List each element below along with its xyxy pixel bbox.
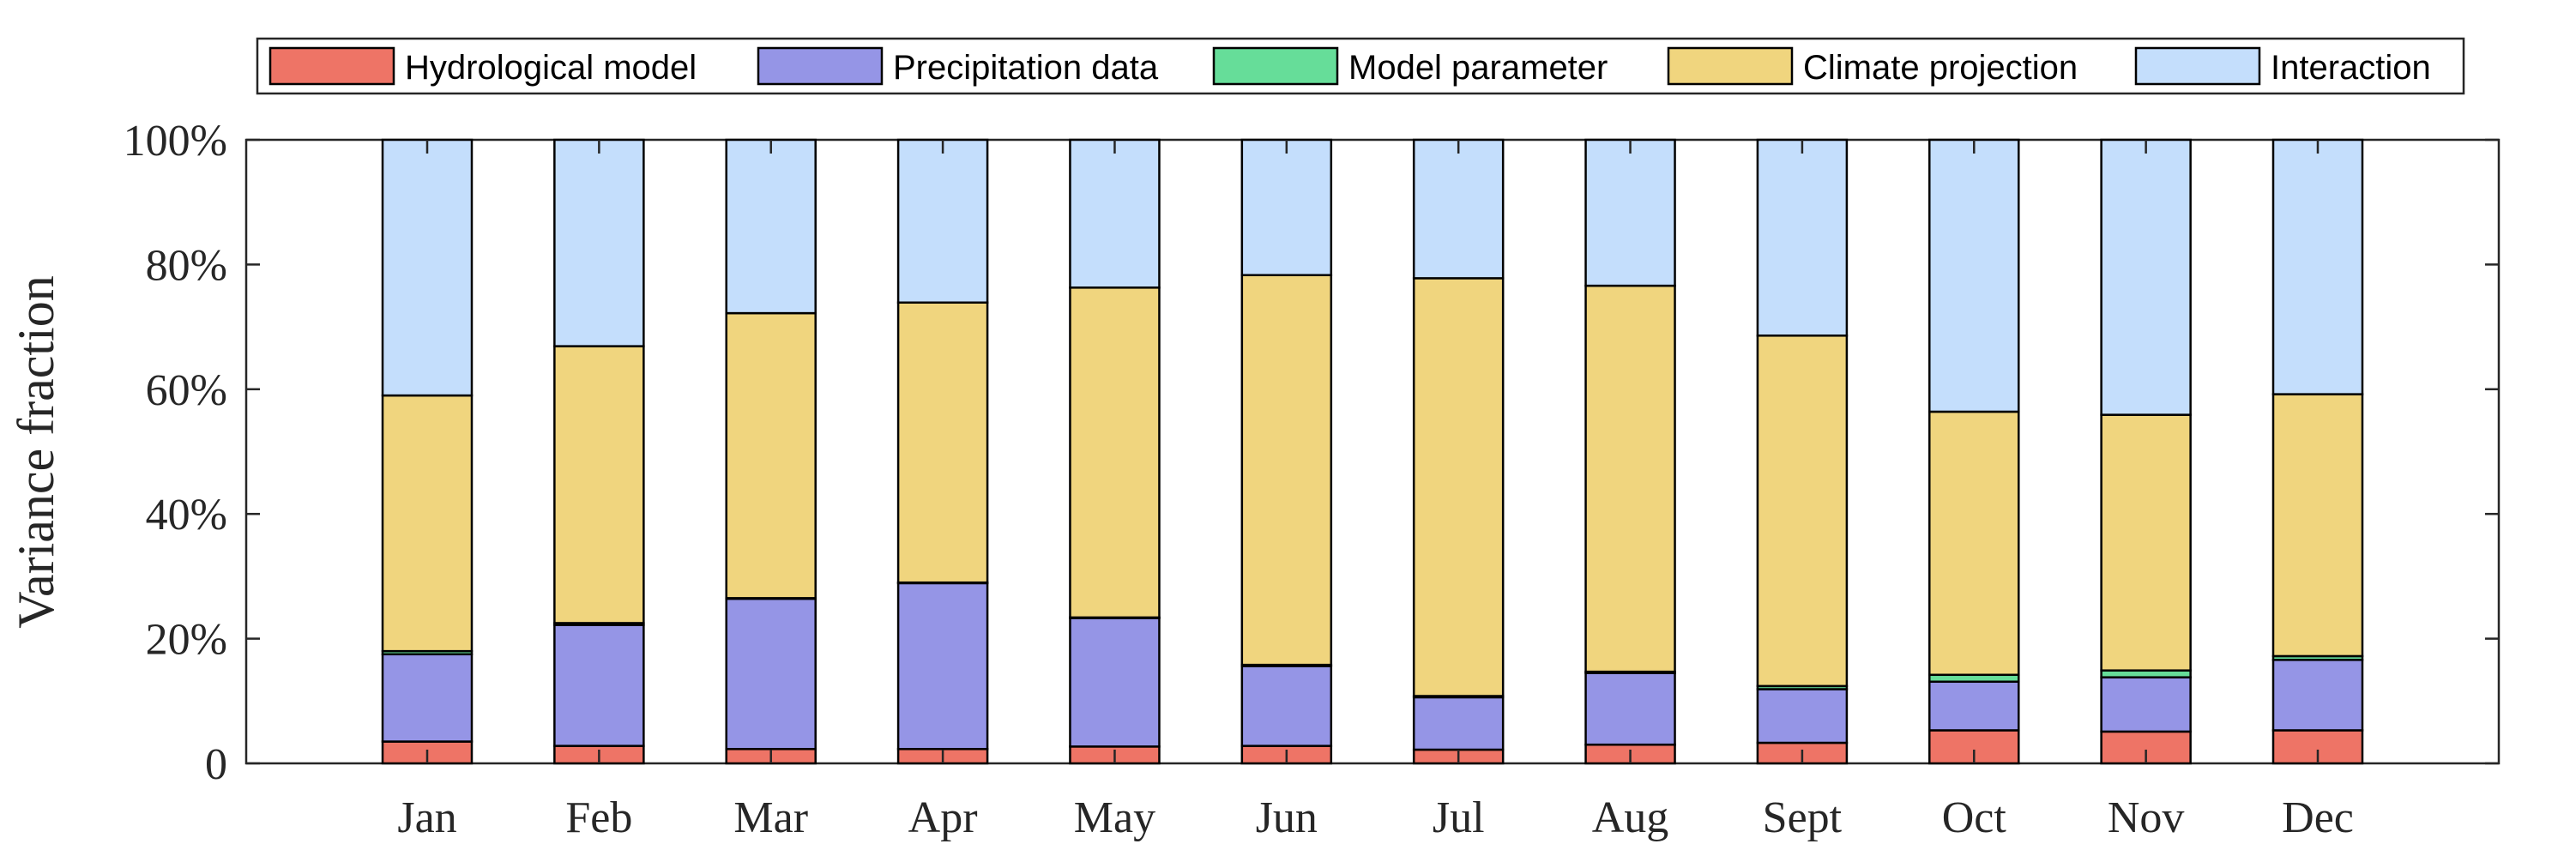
y-axis: 0 20% 40% 60% 80% 100% [124, 117, 2499, 789]
legend-swatch [1212, 46, 1339, 86]
y-tick-label: 40% [146, 491, 227, 540]
bar-interaction-jul [1412, 138, 1505, 280]
bar-stack-feb [553, 138, 645, 765]
legend-item-interaction: Interaction [2134, 46, 2431, 87]
bar-interaction-jun [1240, 138, 1333, 277]
bar-climate-projection-nov [2100, 413, 2192, 672]
bar-stack-sept [1756, 138, 1849, 765]
bar-precipitation-data-may [1069, 617, 1161, 748]
bar-precipitation-data-nov [2100, 676, 2192, 733]
legend-swatch [268, 46, 395, 86]
bar-stack-oct [1928, 138, 2020, 765]
bar-climate-projection-dec [2271, 393, 2364, 658]
y-tick-label: 20% [146, 616, 227, 665]
legend-item-hydrological-model: Hydrological model [268, 46, 697, 87]
y-tick-label: 0 [205, 740, 227, 789]
bar-stack-jan [381, 138, 474, 765]
x-tick-label-aug: Aug [1592, 793, 1669, 842]
legend-item-model-parameter: Model parameter [1212, 46, 1608, 87]
x-tick-label-nov: Nov [2108, 793, 2185, 842]
legend-item-precipitation-data: Precipitation data [757, 46, 1159, 87]
x-tick-label-jan: Jan [397, 793, 456, 842]
bar-interaction-may [1069, 138, 1161, 289]
bar-precipitation-data-feb [553, 624, 645, 747]
legend-item-climate-projection: Climate projection [1667, 46, 2078, 87]
bar-interaction-oct [1928, 138, 2020, 413]
x-tick-label-oct: Oct [1942, 793, 2007, 842]
legend-swatch [757, 46, 884, 86]
bar-precipitation-data-apr [896, 582, 989, 751]
y-tick-label: 60% [146, 366, 227, 415]
legend-label: Model parameter [1348, 49, 1608, 87]
x-tick-label-apr: Apr [908, 793, 978, 842]
bar-precipitation-data-sept [1756, 688, 1849, 744]
legend-label: Precipitation data [893, 49, 1159, 87]
x-tick-label-dec: Dec [2282, 793, 2354, 842]
bar-stack-may [1069, 138, 1161, 765]
x-tick-label-feb: Feb [565, 793, 632, 842]
bar-stack-jul [1412, 138, 1505, 765]
bar-climate-projection-apr [896, 301, 989, 584]
legend-label: Climate projection [1803, 49, 2078, 87]
bar-climate-projection-jun [1240, 274, 1333, 666]
bar-stack-mar [725, 138, 817, 765]
y-tick-label: 100% [124, 117, 227, 166]
bar-stack-aug [1584, 138, 1676, 765]
x-tick-label-mar: Mar [733, 793, 808, 842]
bar-climate-projection-may [1069, 286, 1161, 619]
bar-climate-projection-jan [381, 394, 474, 653]
bar-climate-projection-mar [725, 311, 817, 600]
bar-precipitation-data-jun [1240, 665, 1333, 747]
bar-interaction-jan [381, 138, 474, 397]
x-axis: Jan Feb Mar Apr May Jun Jul Aug Sept Oct Nov Dec [397, 140, 2354, 842]
bar-stack-dec [2271, 138, 2364, 765]
legend-swatch [1667, 46, 1794, 86]
legend: Hydrological model Precipitation data Mode… [256, 37, 2465, 95]
bar-precipitation-data-oct [1928, 680, 2020, 732]
legend-label: Interaction [2271, 49, 2431, 87]
legend-swatch [2134, 46, 2261, 86]
bar-interaction-apr [896, 138, 989, 304]
bar-climate-projection-aug [1584, 284, 1676, 673]
bar-precipitation-data-aug [1584, 672, 1676, 746]
legend-label: Hydrological model [405, 49, 697, 87]
bar-stack-jun [1240, 138, 1333, 765]
x-tick-label-jul: Jul [1433, 793, 1485, 842]
bar-interaction-nov [2100, 138, 2192, 416]
x-tick-label-sept: Sept [1763, 793, 1843, 842]
bar-precipitation-data-dec [2271, 659, 2364, 732]
bar-climate-projection-feb [553, 345, 645, 624]
x-tick-label-may: May [1074, 793, 1155, 842]
bars-group [381, 138, 2364, 765]
bar-precipitation-data-jan [381, 653, 474, 743]
bar-interaction-mar [725, 138, 817, 315]
x-tick-label-jun: Jun [1256, 793, 1318, 842]
bar-interaction-feb [553, 138, 645, 347]
y-tick-label: 80% [146, 241, 227, 290]
bar-interaction-dec [2271, 138, 2364, 395]
bar-climate-projection-sept [1756, 335, 1849, 688]
bar-interaction-aug [1584, 138, 1676, 287]
bar-stack-apr [896, 138, 989, 765]
bar-precipitation-data-jul [1412, 696, 1505, 751]
bar-climate-projection-jul [1412, 277, 1505, 697]
legend-box [256, 37, 2465, 95]
bar-interaction-sept [1756, 138, 1849, 337]
bar-climate-projection-oct [1928, 410, 2020, 677]
bar-precipitation-data-mar [725, 597, 817, 751]
y-axis-title: Variance fraction [8, 275, 64, 628]
bar-stack-nov [2100, 138, 2192, 765]
